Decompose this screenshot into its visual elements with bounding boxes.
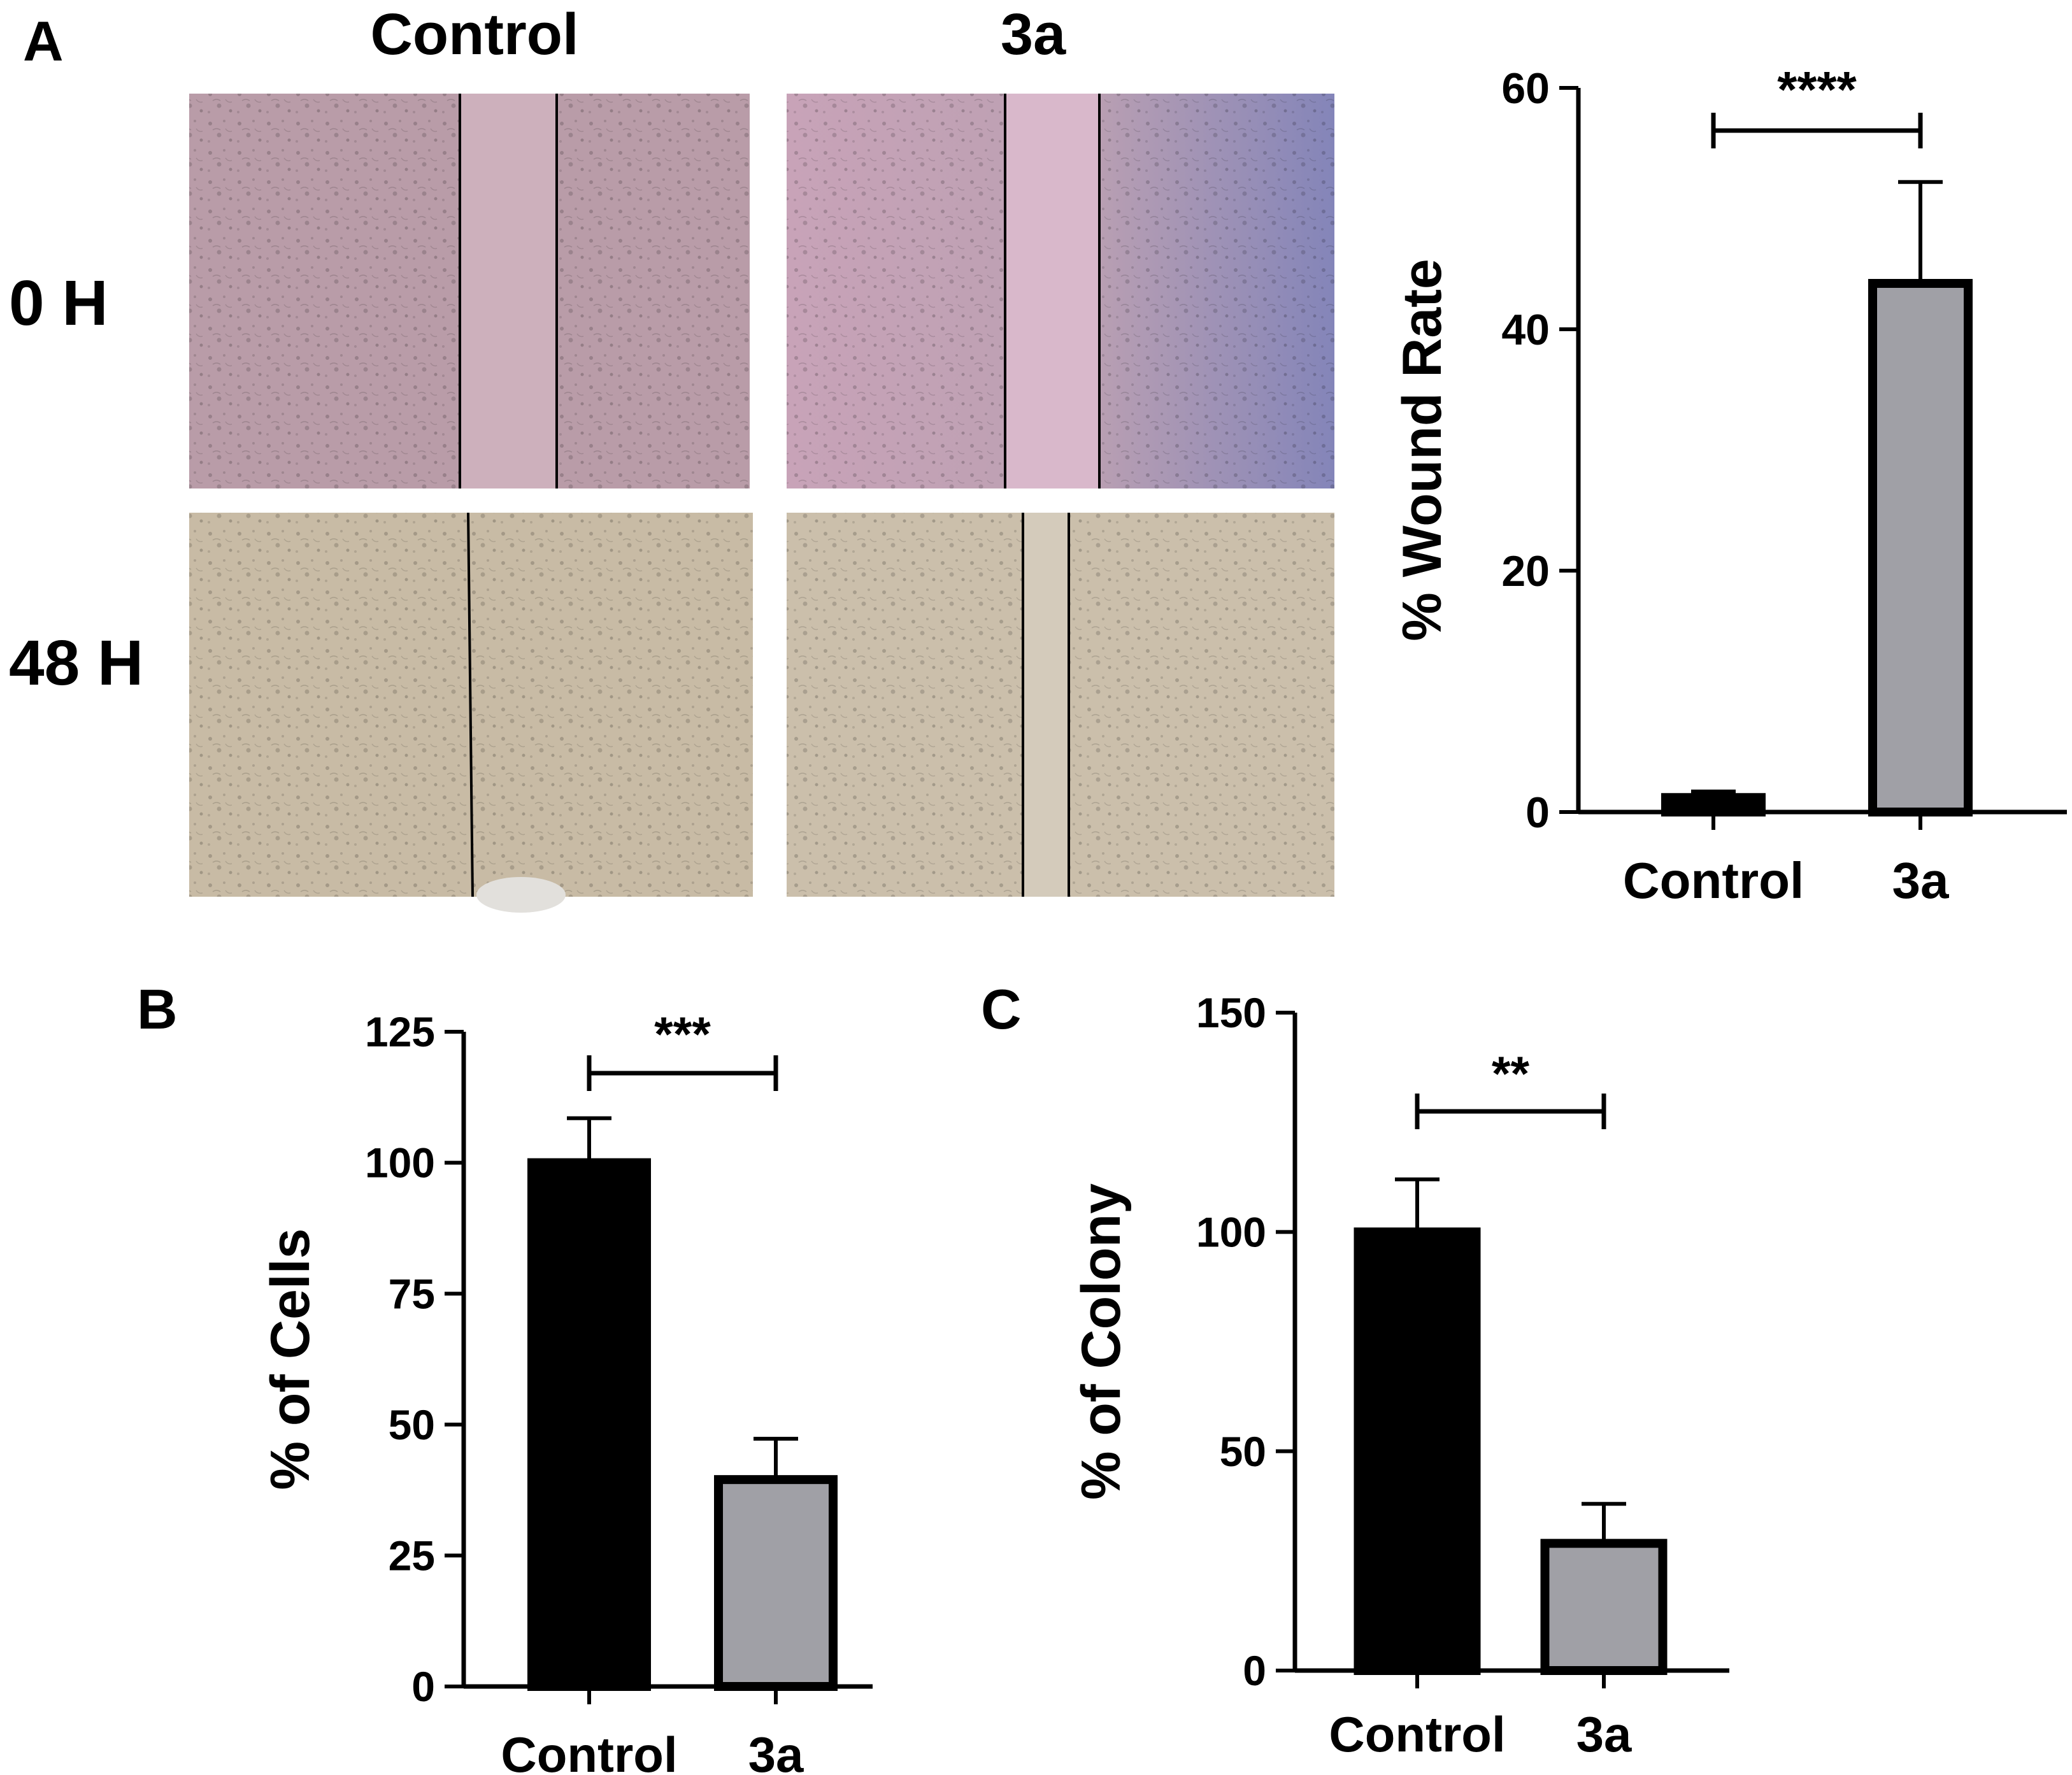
row-label-48h: 48 H <box>9 627 143 699</box>
x-tick-label-control: Control <box>501 1727 677 1775</box>
bar-3a <box>714 1475 838 1692</box>
x-tick-label-3a: 3a <box>1576 1706 1632 1762</box>
column-label-control: Control <box>370 2 578 67</box>
colony-chart: 0 50 100 150 % of Colony Control 3a ** <box>1071 989 1729 1762</box>
y-tick-label: 0 <box>411 1663 435 1710</box>
y-tick-label: 50 <box>389 1401 435 1448</box>
significance-stars: **** <box>1777 61 1857 118</box>
bar-3a <box>1868 278 1973 816</box>
x-tick-label-3a: 3a <box>748 1727 804 1775</box>
significance-stars: ** <box>1492 1047 1530 1101</box>
y-tick-label: 25 <box>389 1532 435 1579</box>
wound-rate-chart: 0 20 40 60 % Wound Rate Control 3a **** <box>1392 61 2067 909</box>
y-tick-label: 0 <box>1525 788 1550 837</box>
micrograph-control-48h <box>189 512 753 913</box>
y-tick-label: 125 <box>365 1008 435 1055</box>
row-label-0h: 0 H <box>9 267 108 339</box>
y-tick-label: 100 <box>1196 1208 1266 1255</box>
x-tick-label-control: Control <box>1329 1706 1505 1762</box>
panel-b-label: B <box>137 978 178 1041</box>
y-axis-title: % of Cells <box>260 1229 321 1490</box>
micrograph-3a-0h <box>787 94 1334 488</box>
y-axis-title: % of Colony <box>1071 1183 1132 1500</box>
bar-control <box>527 1158 651 1691</box>
y-axis-title: % Wound Rate <box>1392 259 1453 641</box>
micrograph-control-0h <box>189 94 750 488</box>
x-tick-label-control: Control <box>1623 852 1804 909</box>
significance-stars: *** <box>654 1008 711 1062</box>
y-tick-label: 150 <box>1196 989 1266 1036</box>
y-tick-label: 40 <box>1501 306 1550 354</box>
bar-control <box>1354 1227 1481 1676</box>
y-tick-label: 0 <box>1243 1647 1266 1694</box>
y-tick-label: 75 <box>389 1270 435 1317</box>
y-tick-label: 100 <box>365 1139 435 1187</box>
panel-c-label: C <box>981 978 1022 1041</box>
panel-a-label: A <box>23 10 64 73</box>
bar-3a <box>1540 1539 1668 1675</box>
micrograph-3a-48h <box>787 513 1334 897</box>
bar-control <box>1661 793 1766 817</box>
y-tick-label: 50 <box>1220 1428 1266 1475</box>
column-label-3a: 3a <box>1001 2 1066 67</box>
cells-chart: 0 25 50 75 100 125 % of Cells Control 3a *** <box>260 1008 873 1775</box>
y-tick-label: 20 <box>1501 547 1550 595</box>
x-tick-label-3a: 3a <box>1892 852 1949 909</box>
y-tick-label: 60 <box>1501 64 1550 113</box>
